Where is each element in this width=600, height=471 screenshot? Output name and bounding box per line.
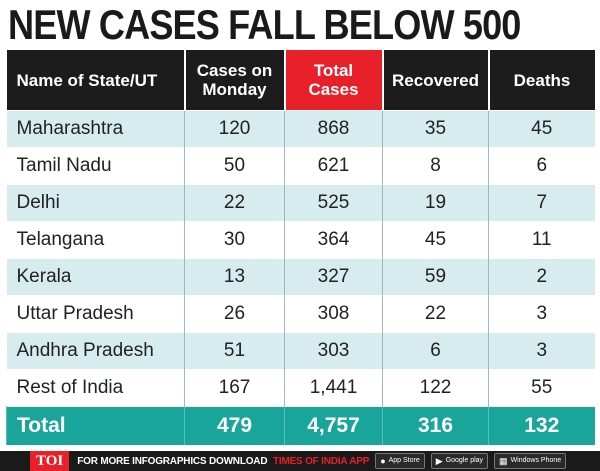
cell-total: 1,441 — [284, 369, 383, 407]
cell-state: Kerala — [6, 258, 185, 296]
cell-recovered: 19 — [382, 184, 489, 222]
total-deaths: 132 — [488, 406, 595, 445]
windows-phone-badge[interactable]: ▦ Windows Phone — [494, 453, 567, 469]
cell-state: Rest of India — [6, 369, 185, 407]
cell-monday: 22 — [184, 184, 285, 222]
column-header-total: Total Cases — [283, 50, 383, 111]
google-play-icon: ▶ — [435, 456, 443, 466]
app-store-badge[interactable]: ● App Store — [375, 453, 425, 469]
footer-promo-text: FOR MORE INFOGRAPHICS DOWNLOAD TIMES OF … — [77, 456, 369, 467]
footer-app-name: TIMES OF INDIA APP — [272, 455, 370, 467]
cell-recovered: 22 — [382, 295, 489, 333]
cell-recovered: 122 — [382, 369, 489, 407]
google-play-badge[interactable]: ▶ Google play — [430, 453, 489, 469]
table-row: Tamil Nadu 50 621 8 6 — [6, 147, 595, 185]
cell-deaths: 2 — [488, 258, 595, 296]
windows-phone-label: Windows Phone — [510, 457, 562, 464]
total-monday: 479 — [184, 406, 285, 445]
cell-monday: 167 — [184, 369, 285, 407]
total-total: 4,757 — [284, 406, 383, 445]
cell-monday: 30 — [184, 221, 285, 259]
cell-monday: 13 — [184, 258, 285, 296]
column-header-recovered: Recovered — [381, 50, 489, 111]
cases-table-container: Name of State/UT Cases on Monday Total C… — [6, 50, 595, 451]
cell-state: Andhra Pradesh — [6, 332, 185, 370]
cell-monday: 120 — [184, 110, 285, 148]
table-row: Delhi 22 525 19 7 — [6, 184, 595, 222]
cell-deaths: 6 — [488, 147, 595, 185]
cell-monday: 50 — [184, 147, 285, 185]
table-row: Uttar Pradesh 26 308 22 3 — [6, 295, 595, 333]
cell-deaths: 45 — [488, 110, 595, 148]
cell-recovered: 59 — [382, 258, 489, 296]
cell-deaths: 55 — [488, 369, 595, 407]
cell-deaths: 3 — [488, 332, 595, 370]
column-header-monday: Cases on Monday — [183, 50, 285, 111]
total-row: Total 479 4,757 316 132 — [6, 406, 595, 445]
table-row: Maharashtra 120 868 35 45 — [6, 110, 595, 148]
footer-promo-label: FOR MORE INFOGRAPHICS DOWNLOAD — [77, 455, 268, 467]
table-row: Rest of India 167 1,441 122 55 — [6, 369, 595, 407]
cell-state: Maharashtra — [6, 110, 185, 148]
cell-total: 868 — [284, 110, 383, 148]
cell-state: Tamil Nadu — [6, 147, 185, 185]
cases-table: Name of State/UT Cases on Monday Total C… — [6, 50, 595, 445]
cell-total: 621 — [284, 147, 383, 185]
table-row: Kerala 13 327 59 2 — [6, 258, 595, 296]
table-row: Andhra Pradesh 51 303 6 3 — [6, 332, 595, 370]
cell-total: 364 — [284, 221, 383, 259]
cell-recovered: 6 — [382, 332, 489, 370]
footer-bar: TOI FOR MORE INFOGRAPHICS DOWNLOAD TIMES… — [0, 451, 600, 471]
cell-recovered: 45 — [382, 221, 489, 259]
cell-state: Telangana — [6, 221, 185, 259]
cell-deaths: 7 — [488, 184, 595, 222]
cell-monday: 26 — [184, 295, 285, 333]
cell-total: 327 — [284, 258, 383, 296]
apple-icon: ● — [380, 456, 386, 466]
cell-state: Delhi — [6, 184, 185, 222]
column-header-deaths: Deaths — [487, 50, 595, 111]
windows-icon: ▦ — [499, 456, 508, 466]
cell-monday: 51 — [184, 332, 285, 370]
app-store-label: App Store — [388, 457, 420, 464]
cell-deaths: 11 — [488, 221, 595, 259]
google-play-label: Google play — [445, 457, 484, 464]
total-recovered: 316 — [382, 406, 489, 445]
cell-total: 525 — [284, 184, 383, 222]
table-header-row: Name of State/UT Cases on Monday Total C… — [6, 50, 595, 111]
cell-total: 308 — [284, 295, 383, 333]
cell-recovered: 35 — [382, 110, 489, 148]
cell-recovered: 8 — [382, 147, 489, 185]
cell-deaths: 3 — [488, 295, 595, 333]
column-header-state: Name of State/UT — [6, 50, 185, 111]
table-row: Telangana 30 364 45 11 — [6, 221, 595, 259]
total-label: Total — [6, 406, 185, 445]
toi-logo: TOI — [30, 451, 70, 471]
page-title: NEW CASES FALL BELOW 500 — [8, 1, 521, 48]
cell-total: 303 — [284, 332, 383, 370]
cell-state: Uttar Pradesh — [6, 295, 185, 333]
